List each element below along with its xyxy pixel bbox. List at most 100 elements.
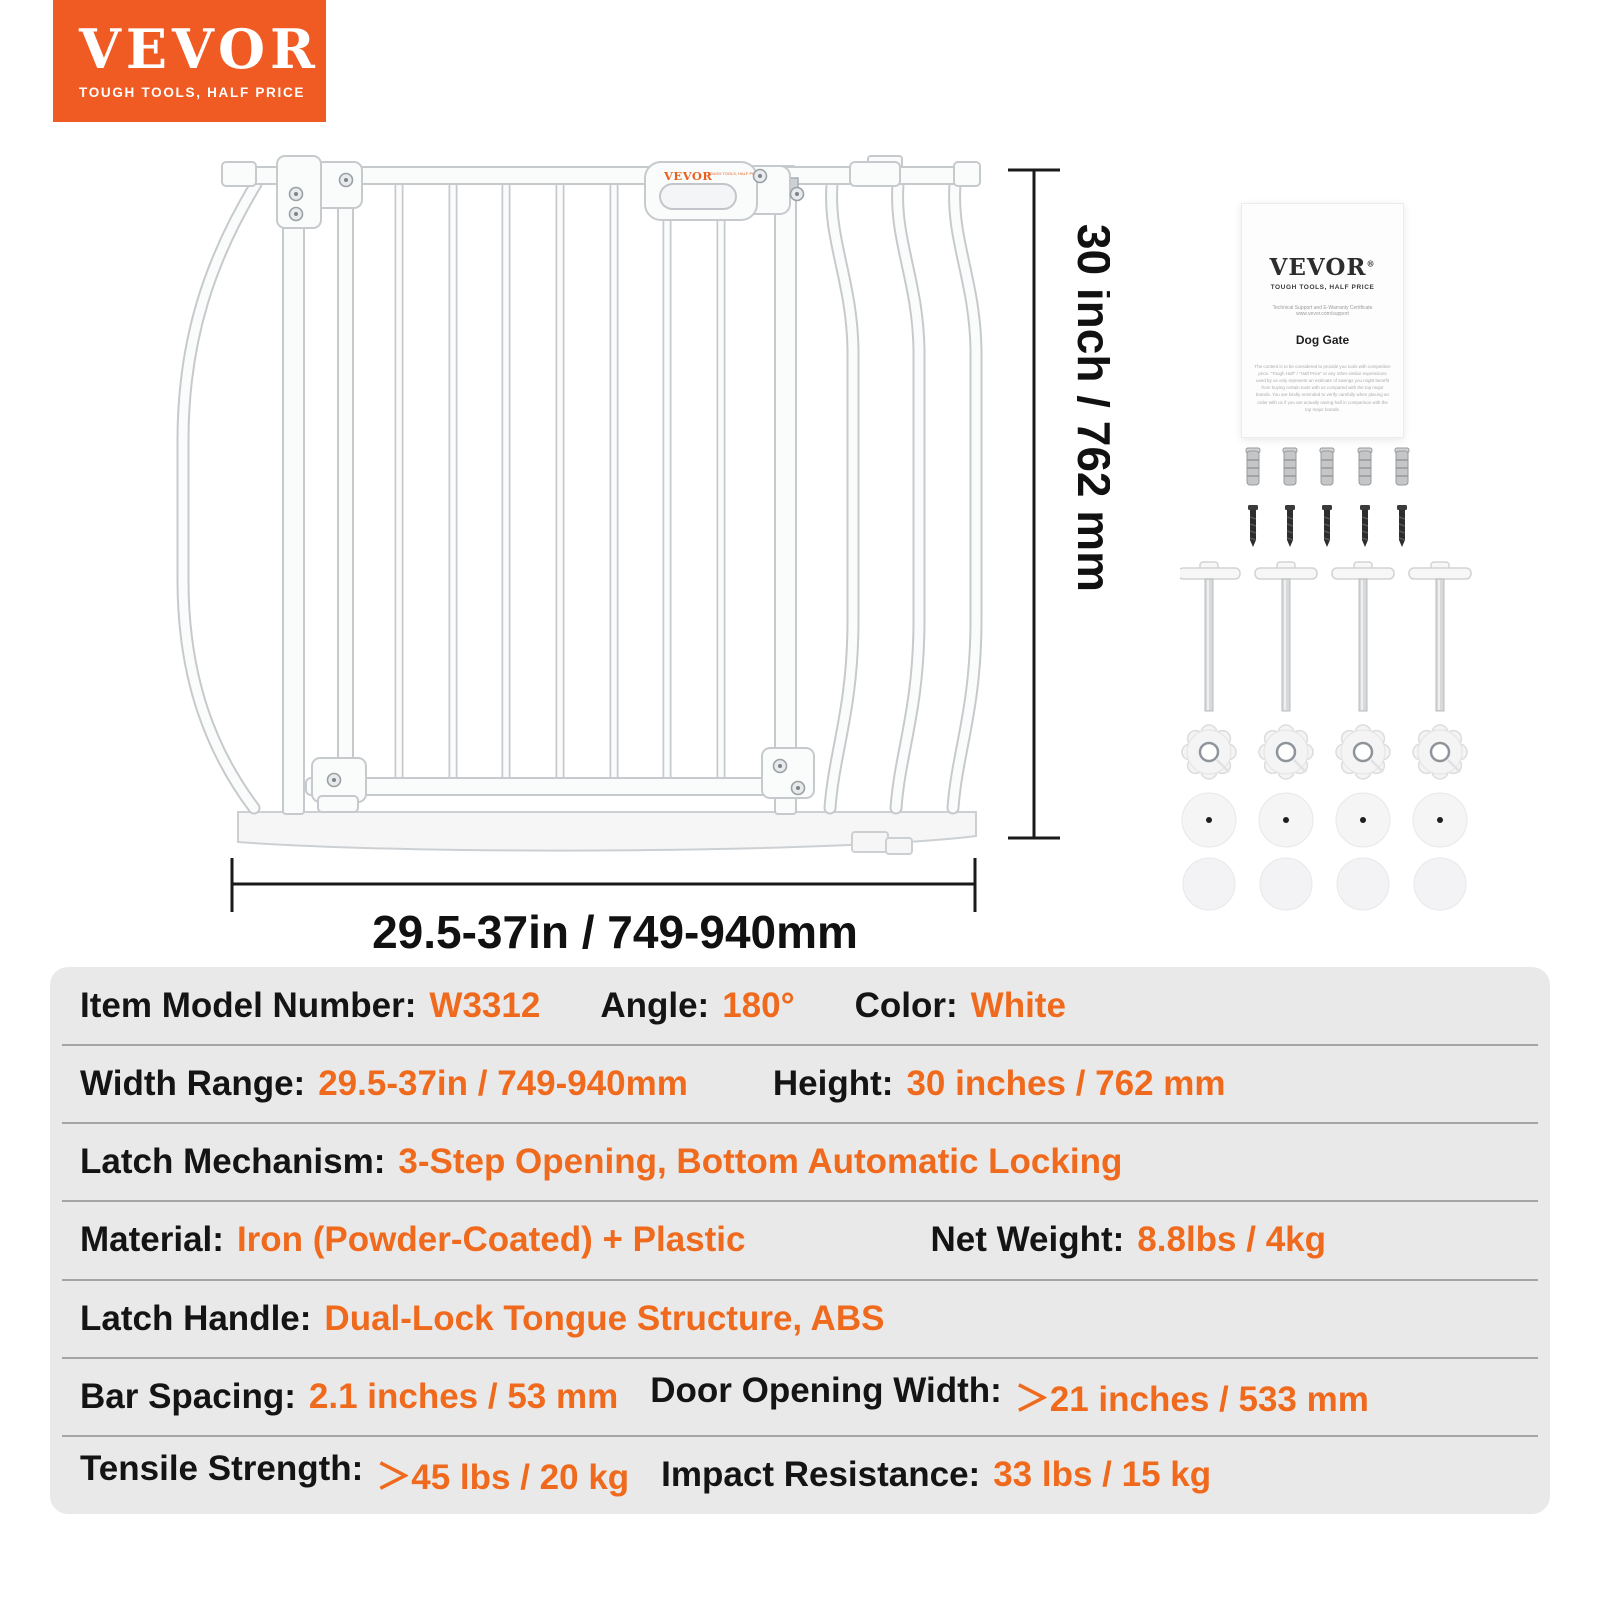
wall-anchor-icon xyxy=(1357,447,1373,486)
wall-protector-icon xyxy=(1336,857,1390,911)
spec-segment: Bar Spacing: 2.1 inches / 53 mm xyxy=(80,1377,618,1417)
spec-segment: Tensile Strength: ＞45 lbs / 20 kg xyxy=(80,1449,629,1500)
spec-segment: Door Opening Width: ＞21 inches / 533 mm xyxy=(650,1371,1369,1422)
screw-icon xyxy=(1321,504,1333,548)
wall-protector-icon xyxy=(1413,857,1467,911)
pressure-rod-icon xyxy=(1254,561,1318,712)
spec-label: Latch Mechanism: xyxy=(80,1142,386,1182)
spec-label: Color: xyxy=(854,986,958,1026)
tightening-knob-set xyxy=(1180,723,1469,781)
screw-set xyxy=(1247,504,1408,548)
spec-row: Latch Mechanism: 3-Step Opening, Bottom A… xyxy=(50,1122,1550,1201)
screw-icon xyxy=(1247,504,1259,548)
spec-value: 2.1 inches / 53 mm xyxy=(308,1376,619,1416)
screw-icon xyxy=(1359,504,1371,548)
handle-brand-text: VEVOR xyxy=(663,169,712,183)
vevor-logo-tagline: TOUGH TOOLS, HALF PRICE xyxy=(79,85,306,100)
width-dimension: 29.5-37in / 749-940mm xyxy=(230,858,977,958)
spec-segment: Latch Handle: Dual-Lock Tongue Structure,… xyxy=(80,1299,884,1339)
wall-anchor-icon xyxy=(1282,447,1298,486)
mounting-kit xyxy=(1180,447,1472,911)
spec-segment: Angle: 180° xyxy=(600,986,794,1026)
booklet-tagline: TOUGH TOOLS, HALF PRICE xyxy=(1270,284,1375,291)
spec-value: ＞45 lbs / 20 kg xyxy=(376,1458,630,1498)
height-dimension: 30 inch / 762 mm xyxy=(1008,168,1110,840)
gate-bottom-latch xyxy=(761,747,815,799)
spec-table: Item Model Number: W3312 Angle: 180° Color: W… xyxy=(50,967,1550,1514)
screw-icon xyxy=(1396,504,1408,548)
screw-icon xyxy=(1284,504,1296,548)
spec-value: White xyxy=(970,986,1066,1026)
spec-value: Iron (Powder-Coated) + Plastic xyxy=(236,1220,746,1260)
spec-value: 3-Step Opening, Bottom Automatic Locking xyxy=(398,1142,1123,1182)
spec-label: Bar Spacing: xyxy=(80,1376,296,1416)
booklet-support-line: Technical Support and E-Warranty Certifi… xyxy=(1272,305,1373,317)
spec-label: Angle: xyxy=(600,986,710,1026)
spec-row: Bar Spacing: 2.1 inches / 53 mm Door Openi… xyxy=(50,1356,1550,1436)
spec-label: Height: xyxy=(772,1064,894,1104)
spec-label: Latch Handle: xyxy=(80,1298,312,1338)
spec-label: Door Opening Width: xyxy=(650,1371,1002,1411)
wall-cup-set xyxy=(1181,792,1468,848)
gate-door-bars xyxy=(337,179,726,783)
spec-segment: Height: 30 inches / 762 mm xyxy=(773,1064,1226,1104)
wall-anchor-icon xyxy=(1394,447,1410,486)
handle-note-text: TOUGH TOOLS, HALF PRICE xyxy=(707,171,762,176)
spec-label: Width Range: xyxy=(80,1064,306,1104)
spec-segment: Latch Mechanism: 3-Step Opening, Bottom A… xyxy=(80,1142,1122,1182)
spec-label: Item Model Number: xyxy=(80,986,417,1026)
gate-latch-post xyxy=(774,165,797,815)
wall-protector-set xyxy=(1182,857,1467,911)
spec-value: 33 lbs / 15 kg xyxy=(993,1454,1212,1494)
spec-segment: Item Model Number: W3312 xyxy=(80,986,540,1026)
vevor-logo-text: VEVOR xyxy=(79,17,320,81)
wall-anchor-icon xyxy=(1319,447,1335,486)
registered-mark: ® xyxy=(1366,258,1376,269)
width-dimension-label: 29.5-37in / 749-940mm xyxy=(372,906,858,958)
booklet-brand-text: VEVOR xyxy=(1269,254,1367,281)
gate-base-plate xyxy=(237,811,977,855)
spec-label: Material: xyxy=(80,1220,224,1260)
spec-value: Dual-Lock Tongue Structure, ABS xyxy=(324,1298,885,1338)
height-dimension-label: 30 inch / 762 mm xyxy=(1068,224,1110,592)
spec-label: Impact Resistance: xyxy=(661,1454,981,1494)
dog-gate-diagram: VEVOR TOUGH TOOLS, HALF PRICE 30 inch / … xyxy=(176,155,1110,958)
tightening-knob-icon xyxy=(1334,723,1392,781)
wall-cup-icon xyxy=(1412,792,1468,848)
spec-row: Material: Iron (Powder-Coated) + Plastic N… xyxy=(50,1200,1550,1279)
vevor-logo: VEVOR TOUGH TOOLS, HALF PRICE xyxy=(53,0,326,122)
spec-segment: Impact Resistance: 33 lbs / 15 kg xyxy=(661,1455,1211,1495)
gate-right-extension-bars xyxy=(823,177,983,815)
spec-segment: Net Weight: 8.8lbs / 4kg xyxy=(931,1220,1327,1260)
spec-row: Latch Handle: Dual-Lock Tongue Structure,… xyxy=(50,1278,1550,1358)
wall-cup-icon xyxy=(1258,792,1314,848)
spec-value: 8.8lbs / 4kg xyxy=(1137,1220,1327,1260)
spec-row: Item Model Number: W3312 Angle: 180° Color: W… xyxy=(50,967,1550,1045)
gate-handle: VEVOR TOUGH TOOLS, HALF PRICE xyxy=(644,161,805,221)
spec-value: ＞21 inches / 533 mm xyxy=(1014,1380,1369,1420)
gate-left-extension-bar xyxy=(176,177,263,815)
pressure-rod-icon xyxy=(1180,561,1241,712)
spec-segment: Material: Iron (Powder-Coated) + Plastic xyxy=(80,1220,746,1260)
wall-cup-icon xyxy=(1181,792,1237,848)
pressure-rod-icon xyxy=(1331,561,1395,712)
gate-hinge-post xyxy=(282,165,305,815)
wall-protector-icon xyxy=(1182,857,1236,911)
spec-value: 30 inches / 762 mm xyxy=(906,1064,1226,1104)
booklet-title: Dog Gate xyxy=(1295,333,1350,347)
manual-booklet: VEVOR® TOUGH TOOLS, HALF PRICE Technical… xyxy=(1241,203,1404,438)
wall-cup-icon xyxy=(1335,792,1391,848)
wall-anchor-set xyxy=(1245,447,1410,486)
gate-bottom-hinge xyxy=(311,757,367,813)
spec-value: 29.5-37in / 749-940mm xyxy=(318,1064,688,1104)
spec-label: Net Weight: xyxy=(930,1220,1125,1260)
spec-segment: Color: White xyxy=(855,986,1066,1026)
spec-row: Tensile Strength: ＞45 lbs / 20 kg Impact R… xyxy=(50,1434,1550,1514)
booklet-fine-print: The content is to be considered to provi… xyxy=(1254,363,1391,412)
tightening-knob-icon xyxy=(1411,723,1469,781)
wall-protector-icon xyxy=(1259,857,1313,911)
spec-value: 180° xyxy=(722,986,795,1026)
wall-anchor-icon xyxy=(1245,447,1261,486)
pressure-rod-icon xyxy=(1408,561,1472,712)
